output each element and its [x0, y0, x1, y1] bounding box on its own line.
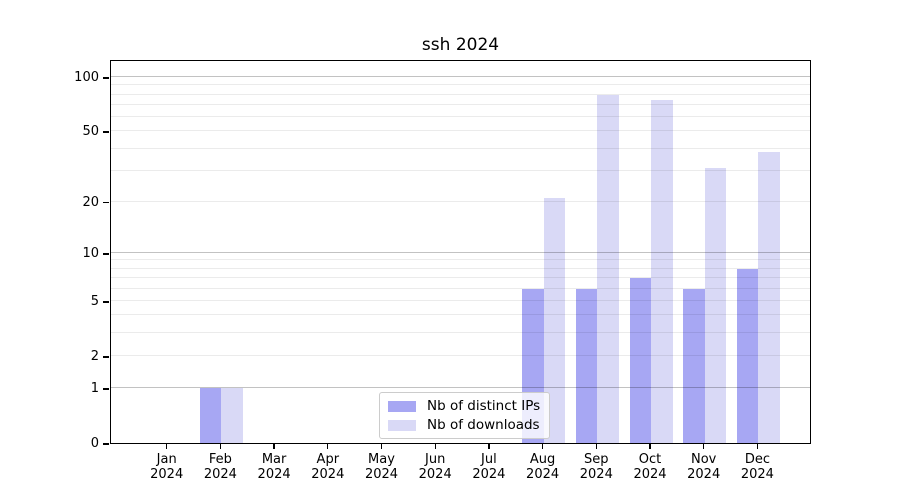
y-tick-mark	[103, 443, 109, 445]
gridline-30	[111, 169, 810, 171]
y-tick-label: 50	[82, 124, 99, 140]
y-tick-mark	[103, 301, 109, 303]
bar-downloads-feb	[221, 388, 243, 443]
gridline-5	[111, 299, 810, 301]
bar-downloads-aug	[543, 197, 566, 443]
x-tick-label-apr: Apr 2024	[311, 452, 345, 482]
gridline-70	[111, 103, 810, 105]
x-tick-mark	[380, 444, 383, 449]
x-tick-mark	[273, 444, 275, 449]
x-tick-mark	[541, 444, 544, 449]
legend-label-distinct-ips: Nb of distinct IPs	[427, 398, 541, 414]
gridline-50	[111, 130, 810, 132]
y-tick-mark	[103, 356, 109, 358]
gridline-10	[111, 251, 810, 253]
gridline-9	[111, 259, 810, 261]
x-tick-label-jan: Jan 2024	[150, 452, 184, 482]
y-tick-mark	[103, 77, 109, 79]
legend-label-downloads: Nb of downloads	[427, 417, 540, 433]
bar-downloads-dec	[758, 152, 780, 443]
x-tick-mark	[327, 444, 329, 449]
gridline-40	[111, 147, 810, 149]
x-tick-mark	[703, 444, 705, 449]
x-tick-mark	[219, 444, 222, 449]
x-tick-mark	[595, 444, 597, 449]
gridline-100	[111, 76, 810, 78]
gridline-20	[111, 200, 810, 202]
x-tick-label-mar: Mar 2024	[257, 452, 291, 482]
x-tick-label-dec: Dec 2024	[740, 452, 774, 482]
x-tick-label-aug: Aug 2024	[526, 452, 560, 482]
x-tick-mark	[434, 444, 436, 449]
gridline-4	[111, 314, 810, 316]
gridline-7	[111, 277, 810, 279]
chart-title: ssh 2024	[421, 35, 500, 55]
bar-downloads-oct	[651, 99, 673, 443]
gridline-80	[111, 93, 810, 95]
y-tick-mark	[103, 131, 109, 133]
x-tick-label-jun: Jun 2024	[418, 452, 452, 482]
y-tick-label: 1	[90, 381, 99, 397]
x-tick-label-oct: Oct 2024	[633, 452, 667, 482]
bar-distinct-ips-oct	[629, 278, 651, 443]
gridline-90	[111, 84, 810, 86]
legend-item-distinct-ips: Nb of distinct IPs	[388, 398, 540, 414]
gridline-3	[111, 332, 810, 334]
x-tick-label-feb: Feb 2024	[203, 452, 237, 482]
x-tick-label-sep: Sep 2024	[579, 452, 613, 482]
bar-downloads-sep	[597, 94, 619, 443]
y-tick-mark	[103, 388, 109, 390]
bar-distinct-ips-feb	[199, 388, 222, 443]
y-tick-label: 10	[82, 245, 99, 261]
gridline-6	[111, 287, 810, 289]
x-tick-label-jul: Jul 2024	[472, 452, 506, 482]
plot-area	[110, 60, 811, 444]
y-tick-label: 20	[82, 194, 99, 210]
x-tick-mark	[649, 444, 651, 449]
y-tick-label: 100	[74, 70, 99, 85]
legend-item-downloads: Nb of downloads	[388, 417, 540, 433]
x-tick-label-may: May 2024	[364, 452, 399, 482]
x-tick-label-nov: Nov 2024	[687, 452, 721, 482]
gridline-1	[111, 387, 810, 389]
bar-distinct-ips-dec	[736, 268, 759, 443]
gridline-2	[111, 354, 810, 356]
legend: Nb of distinct IPs Nb of downloads	[379, 392, 551, 439]
y-tick-label: 5	[90, 293, 99, 309]
bar-distinct-ips-nov	[683, 288, 705, 443]
y-tick-mark	[103, 253, 109, 255]
bar-distinct-ips-sep	[575, 288, 598, 443]
legend-swatch-downloads-icon	[388, 419, 416, 431]
x-tick-mark	[756, 444, 759, 449]
bar-downloads-nov	[704, 168, 727, 443]
y-tick-mark	[103, 201, 109, 204]
x-tick-mark	[488, 444, 490, 449]
y-tick-label: 2	[90, 348, 99, 364]
legend-swatch-distinct-ips-icon	[388, 400, 416, 412]
gridline-8	[111, 267, 810, 269]
x-tick-mark	[166, 444, 168, 449]
gridline-60	[111, 116, 810, 117]
y-tick-label: 0	[90, 436, 99, 451]
